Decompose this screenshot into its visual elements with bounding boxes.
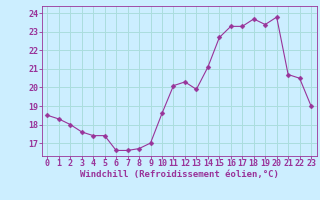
X-axis label: Windchill (Refroidissement éolien,°C): Windchill (Refroidissement éolien,°C)	[80, 170, 279, 179]
